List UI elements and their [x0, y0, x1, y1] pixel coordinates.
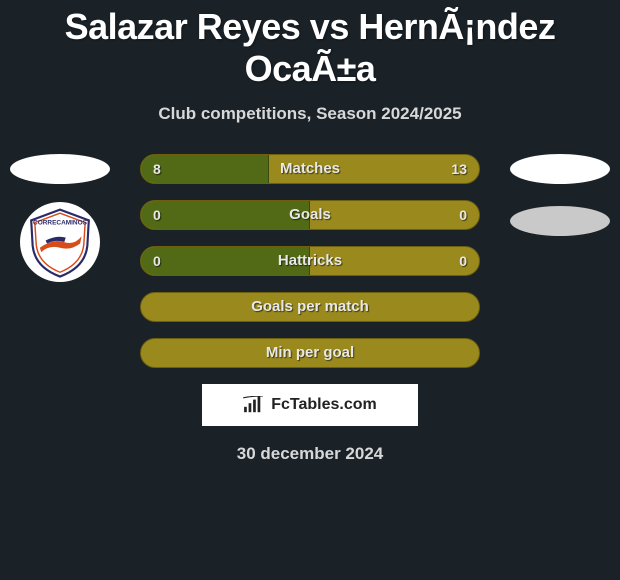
right-player-badge-1	[510, 154, 610, 184]
stat-value-right: 0	[459, 201, 467, 229]
stat-label: Min per goal	[141, 339, 479, 367]
stat-value-left: 0	[153, 247, 161, 275]
correcaminos-shield-icon: CORRECAMINOS	[24, 206, 96, 278]
stat-row: Goals per match	[140, 292, 480, 322]
svg-text:CORRECAMINOS: CORRECAMINOS	[33, 220, 88, 227]
stat-row: Goals0 0	[140, 200, 480, 230]
branding-box: FcTables.com	[202, 384, 418, 426]
left-club-logo: CORRECAMINOS	[20, 202, 100, 282]
stat-row: Min per goal	[140, 338, 480, 368]
stat-value-right: 0	[459, 247, 467, 275]
branding-text: FcTables.com	[271, 396, 377, 414]
bar-chart-icon	[243, 396, 265, 414]
stat-row: Matches8 13	[140, 154, 480, 184]
stat-row: Hattricks0 0	[140, 246, 480, 276]
left-player-badge-1	[10, 154, 110, 184]
stat-label: Goals per match	[141, 293, 479, 321]
stat-label: Goals	[141, 201, 479, 229]
generation-date: 30 december 2024	[0, 444, 620, 464]
stat-rows: Matches813Goals00Hattricks00Goals per ma…	[140, 154, 480, 368]
stats-container: CORRECAMINOS Matches813Goals00Hattricks0…	[0, 154, 620, 368]
comparison-title: Salazar Reyes vs HernÃ¡ndez OcaÃ±a	[0, 0, 620, 90]
right-player-badge-2	[510, 206, 610, 236]
stat-label: Hattricks	[141, 247, 479, 275]
stat-value-left: 0	[153, 201, 161, 229]
stat-value-right: 13	[451, 155, 467, 183]
comparison-subtitle: Club competitions, Season 2024/2025	[0, 104, 620, 124]
stat-label: Matches	[141, 155, 479, 183]
stat-value-left: 8	[153, 155, 161, 183]
